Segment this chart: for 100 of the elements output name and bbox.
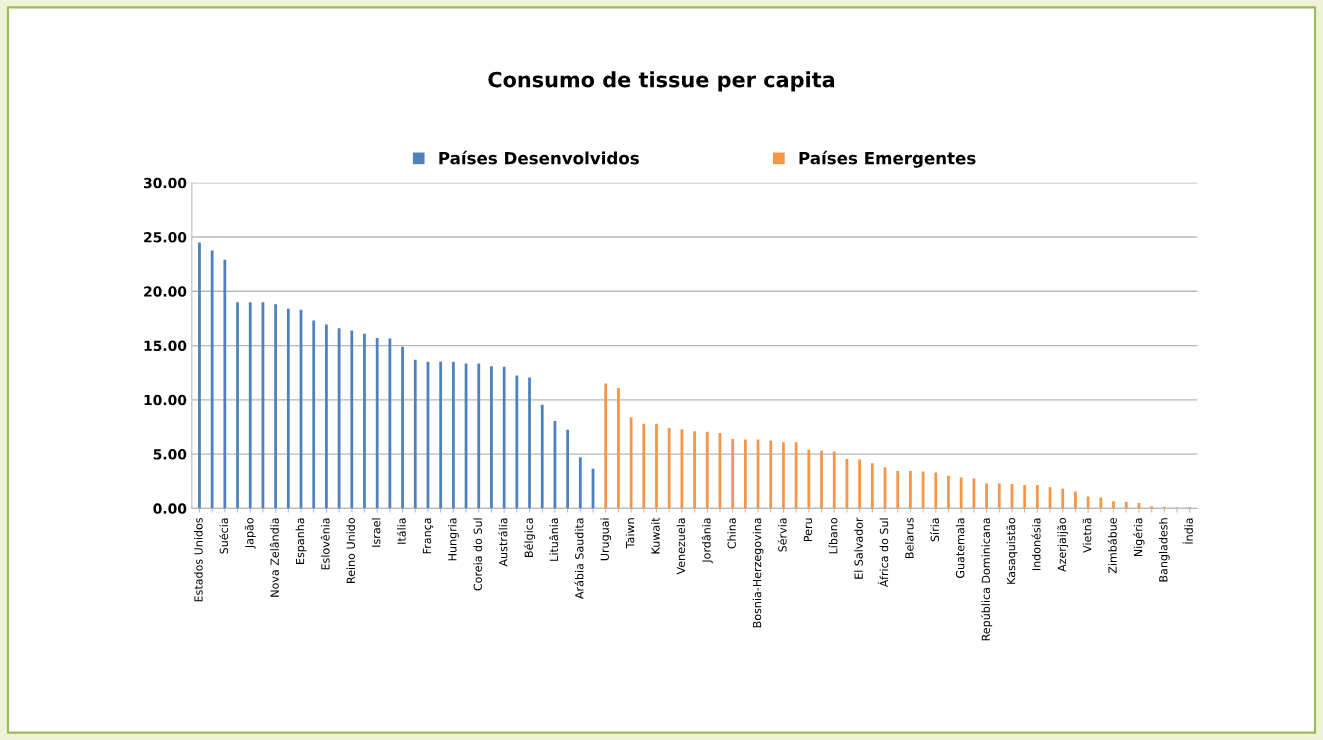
x-tick-label: El Salvador — [854, 517, 863, 579]
x-tick-label: Síria — [929, 518, 940, 542]
bar — [1099, 497, 1103, 509]
x-tick-label: Itália — [396, 518, 406, 544]
x-tick-label: Índia — [1182, 518, 1193, 544]
x-tick-label: Kuwait — [651, 517, 660, 554]
bar — [858, 459, 862, 509]
bar — [959, 477, 963, 509]
x-tick-label: Japão — [244, 518, 256, 549]
bar — [451, 361, 455, 509]
x-tick-label: Hungria — [447, 518, 459, 561]
bar — [896, 470, 900, 509]
bar — [617, 387, 620, 509]
bar — [477, 363, 481, 509]
legend-label: Países Emergentes — [799, 150, 976, 168]
y-tick-label: 15.00 — [144, 340, 187, 352]
x-tick-label: África do Sul — [877, 518, 889, 588]
bar — [947, 475, 950, 509]
x-tick-label: Suécia — [219, 518, 229, 554]
bar — [388, 338, 392, 509]
x-tick-label: Belarus — [905, 517, 914, 559]
x-tick-label: Estados Unidos — [194, 517, 203, 602]
x-tick-label: Uruguai — [600, 518, 612, 561]
bar — [642, 423, 646, 509]
x-tick-label: Arábia Saudita — [574, 518, 584, 599]
bar — [401, 346, 404, 509]
bar — [248, 302, 252, 509]
bar — [515, 375, 519, 509]
y-tick-label: 25.00 — [144, 232, 187, 243]
bar — [236, 302, 239, 509]
bar — [934, 472, 938, 509]
x-tick-label: China — [727, 518, 736, 549]
bar — [198, 242, 201, 509]
bar — [972, 478, 976, 509]
chart-title: Consumo de tissue per capita — [488, 71, 835, 92]
x-tick-label: Vietnã — [1082, 518, 1092, 553]
y-tick-label: 0.00 — [153, 503, 187, 514]
bar — [655, 423, 658, 509]
bar — [325, 324, 328, 509]
y-tick-label: 10.00 — [144, 394, 187, 406]
x-tick-label: Eslovênia — [320, 518, 330, 570]
y-tick-label: 5.00 — [153, 449, 187, 460]
x-tick-label: Espanha — [295, 518, 307, 564]
x-tick-label: Lituânia — [549, 518, 559, 561]
bar — [794, 442, 798, 509]
x-tick-label: Bosnia-Herzegovina — [752, 518, 764, 628]
bar — [705, 431, 709, 509]
bar — [490, 366, 493, 509]
x-tick-label: Reino Unido — [346, 518, 356, 583]
bar — [769, 440, 773, 509]
bar — [578, 457, 582, 509]
bar — [604, 383, 608, 509]
x-tick-label: França — [422, 518, 434, 554]
bar — [210, 250, 214, 509]
y-tick-label: 30.00 — [143, 177, 187, 189]
x-tick-label: Zimbábue — [1107, 518, 1117, 574]
x-tick-label: Indonésia — [1031, 518, 1041, 571]
x-tick-label: Coreia do Sul — [473, 518, 482, 591]
bar — [782, 442, 785, 509]
bar — [1023, 485, 1027, 509]
y-tick-label: 20.00 — [144, 286, 187, 297]
x-tick-label: Guatemala — [955, 518, 965, 578]
bar — [350, 330, 354, 509]
bar — [680, 429, 684, 509]
x-tick-label: Jordânia — [701, 518, 713, 564]
x-tick-label: Bélgica — [523, 518, 536, 557]
bar — [528, 377, 531, 509]
bar — [1061, 488, 1065, 509]
bar — [439, 361, 443, 509]
x-tick-label: Nova Zelândia — [269, 518, 279, 597]
bar — [566, 429, 570, 509]
x-tick-label: Nigéria — [1133, 518, 1145, 557]
bar — [997, 483, 1001, 509]
x-tick-label: Peru — [803, 518, 813, 542]
bar — [375, 337, 379, 509]
bar — [807, 449, 811, 509]
bar — [832, 451, 836, 509]
bar — [312, 320, 316, 509]
x-tick-label: Líbano — [828, 518, 838, 554]
bar — [820, 450, 823, 509]
bar — [1035, 485, 1039, 509]
bar — [985, 483, 988, 509]
bar — [667, 428, 671, 509]
bar — [1074, 491, 1077, 509]
x-tick-label: Austrália — [498, 518, 508, 567]
bar — [909, 470, 912, 509]
bar — [363, 333, 366, 509]
x-tick-label: Israel — [371, 518, 381, 547]
x-tick-label: Sérvia — [777, 518, 787, 552]
bar — [502, 366, 506, 509]
x-tick-label: República Dominicana — [980, 518, 993, 641]
bar — [413, 359, 417, 509]
legend-label: Países Desenvolvidos — [439, 150, 639, 165]
bar — [693, 431, 696, 509]
x-tick-label: Azerjaijão — [1057, 518, 1069, 572]
bar — [1086, 496, 1090, 509]
bar — [1124, 501, 1128, 509]
bar — [731, 438, 735, 509]
x-tick-label: Kasaquistão — [1006, 518, 1018, 584]
bar — [1150, 506, 1154, 509]
